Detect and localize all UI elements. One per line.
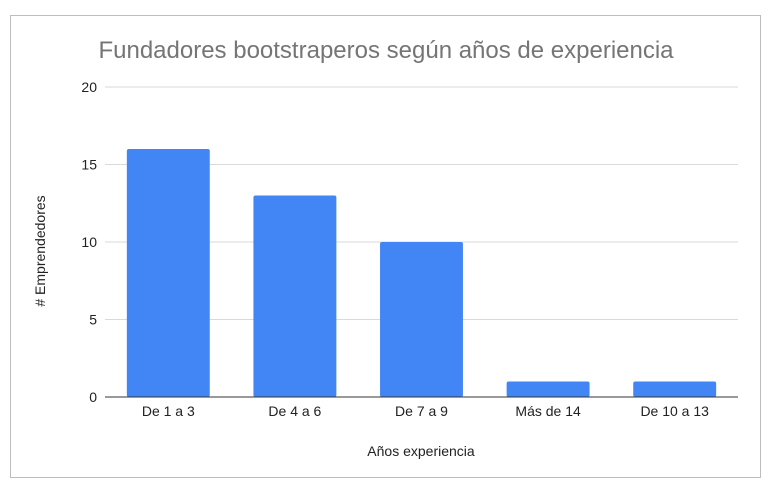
y-tick-label: 10	[81, 234, 97, 250]
x-axis-title: Años experiencia	[367, 443, 475, 459]
x-tick-label: De 10 a 13	[640, 403, 709, 419]
bar-1[interactable]	[126, 149, 210, 397]
bar-5[interactable]	[633, 381, 717, 398]
y-axis-title: # Emprendedores	[32, 195, 48, 306]
bars	[126, 149, 717, 398]
y-tick-label: 5	[89, 312, 97, 328]
x-tick-label: De 7 a 9	[395, 403, 448, 419]
bar-4[interactable]	[506, 381, 590, 398]
chart-title: Fundadores bootstraperos según años de e…	[98, 37, 674, 64]
x-tick-label: Más de 14	[515, 403, 581, 419]
y-tick-labels: 0 5 10 15 20	[81, 79, 97, 405]
y-tick-label: 15	[81, 157, 97, 173]
bar-2[interactable]	[253, 195, 337, 398]
x-tick-label: De 4 a 6	[268, 403, 321, 419]
x-tick-label: De 1 a 3	[142, 403, 195, 419]
y-tick-label: 0	[89, 389, 97, 405]
x-tick-labels: De 1 a 3 De 4 a 6 De 7 a 9 Más de 14 De 10 a…	[142, 403, 709, 419]
y-tick-label: 20	[81, 79, 97, 95]
bar-3[interactable]	[380, 242, 463, 397]
